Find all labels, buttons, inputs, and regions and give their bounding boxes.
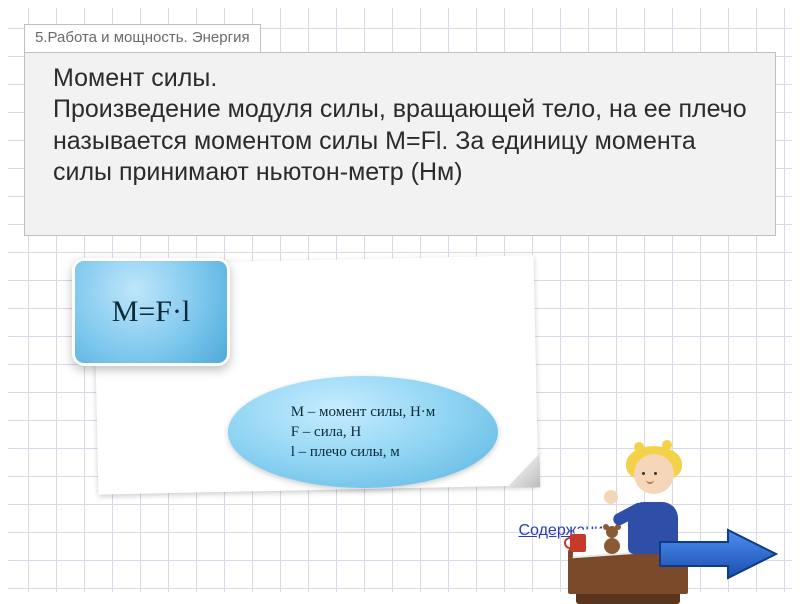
breadcrumb-text: 5.Работа и мощность. Энергия — [35, 29, 250, 46]
definition-title: Момент силы. — [53, 63, 751, 94]
formula-tile: M=F·l — [72, 258, 230, 366]
legend-line-l: l – плечо силы, м — [291, 442, 436, 462]
definition-panel: Момент силы. Произведение модуля силы, в… — [24, 52, 776, 236]
legend-line-f: F – сила, Н — [291, 422, 436, 442]
next-arrow-button[interactable] — [658, 526, 778, 582]
paper-curl-icon — [506, 453, 541, 488]
legend-line-m: M – момент силы, Н·м — [291, 402, 436, 422]
definition-body: Произведение модуля силы, вращающей тело… — [53, 94, 751, 188]
breadcrumb: 5.Работа и мощность. Энергия — [24, 24, 261, 53]
legend-lines: M – момент силы, Н·м F – сила, Н l – пле… — [291, 402, 436, 463]
legend-oval: M – момент силы, Н·м F – сила, Н l – пле… — [228, 376, 498, 488]
arrow-right-icon — [658, 526, 778, 582]
mug-icon — [570, 534, 586, 552]
slide-content: 5.Работа и мощность. Энергия Момент силы… — [0, 0, 800, 600]
formula-text: M=F·l — [112, 295, 191, 329]
